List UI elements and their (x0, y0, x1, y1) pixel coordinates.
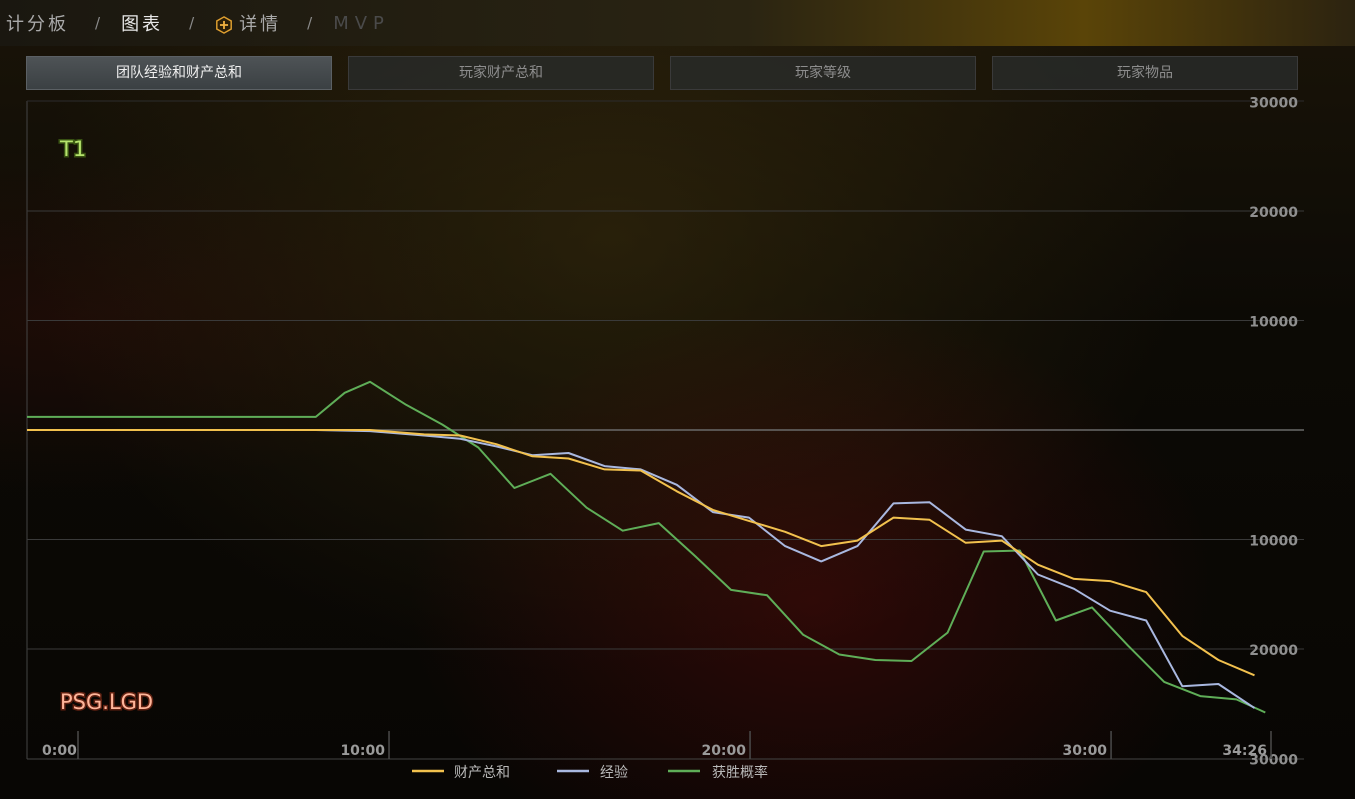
legend: 财产总和 经验 获胜概率 (412, 764, 768, 781)
breadcrumb-graphs[interactable]: 图表 (121, 14, 164, 35)
breadcrumb-details[interactable]: 详情 (215, 10, 281, 36)
x-tick-label: 10:00 (340, 743, 385, 759)
breadcrumb-mvp[interactable]: MVP (333, 12, 390, 34)
tab-team-xp-networth[interactable]: 团队经验和财产总和 (26, 56, 332, 90)
y-tick-label: 20000 (1249, 643, 1298, 659)
team-top-label: T1 (59, 137, 86, 161)
breadcrumb-separator: / (95, 14, 104, 32)
plus-badge-icon (216, 16, 233, 34)
legend-label-gold: 财产总和 (454, 765, 510, 781)
tab-player-items[interactable]: 玩家物品 (992, 56, 1298, 90)
legend-label-xp: 经验 (600, 765, 628, 781)
x-tick-label: 30:00 (1062, 743, 1107, 759)
x-tick-label: 0:00 (42, 743, 77, 759)
chart-tabs: 团队经验和财产总和 玩家财产总和 玩家等级 玩家物品 (26, 56, 1298, 90)
x-tick-label: 20:00 (701, 743, 746, 759)
x-tick-labels: 0:00 10:00 20:00 30:00 34:26 (42, 731, 1272, 759)
tab-player-networth[interactable]: 玩家财产总和 (348, 56, 654, 90)
breadcrumb-separator: / (307, 14, 316, 32)
breadcrumb: 计分板 / 图表 / 详情 / MVP (6, 10, 390, 36)
top-bar: 计分板 / 图表 / 详情 / MVP (0, 0, 1355, 46)
y-tick-label: 20000 (1249, 205, 1298, 221)
series-line-networth (27, 429, 1255, 677)
tab-player-level[interactable]: 玩家等级 (670, 56, 976, 90)
y-tick-label: 10000 (1249, 315, 1298, 331)
y-tick-labels: 30000 20000 10000 10000 20000 30000 (1249, 96, 1298, 769)
breadcrumb-separator: / (189, 14, 198, 32)
breadcrumb-scoreboard[interactable]: 计分板 (6, 14, 69, 35)
x-tick-label: 34:26 (1222, 743, 1267, 759)
y-tick-label: 30000 (1249, 753, 1298, 769)
series-line-win-probability (27, 380, 1266, 714)
y-tick-label: 10000 (1249, 534, 1298, 550)
series-line-experience (27, 429, 1256, 709)
legend-label-win: 获胜概率 (712, 764, 768, 781)
team-bottom-label: PSG.LGD (60, 690, 153, 714)
series-lines (27, 380, 1266, 714)
y-tick-label: 30000 (1249, 96, 1298, 112)
breadcrumb-details-label: 详情 (239, 14, 282, 35)
